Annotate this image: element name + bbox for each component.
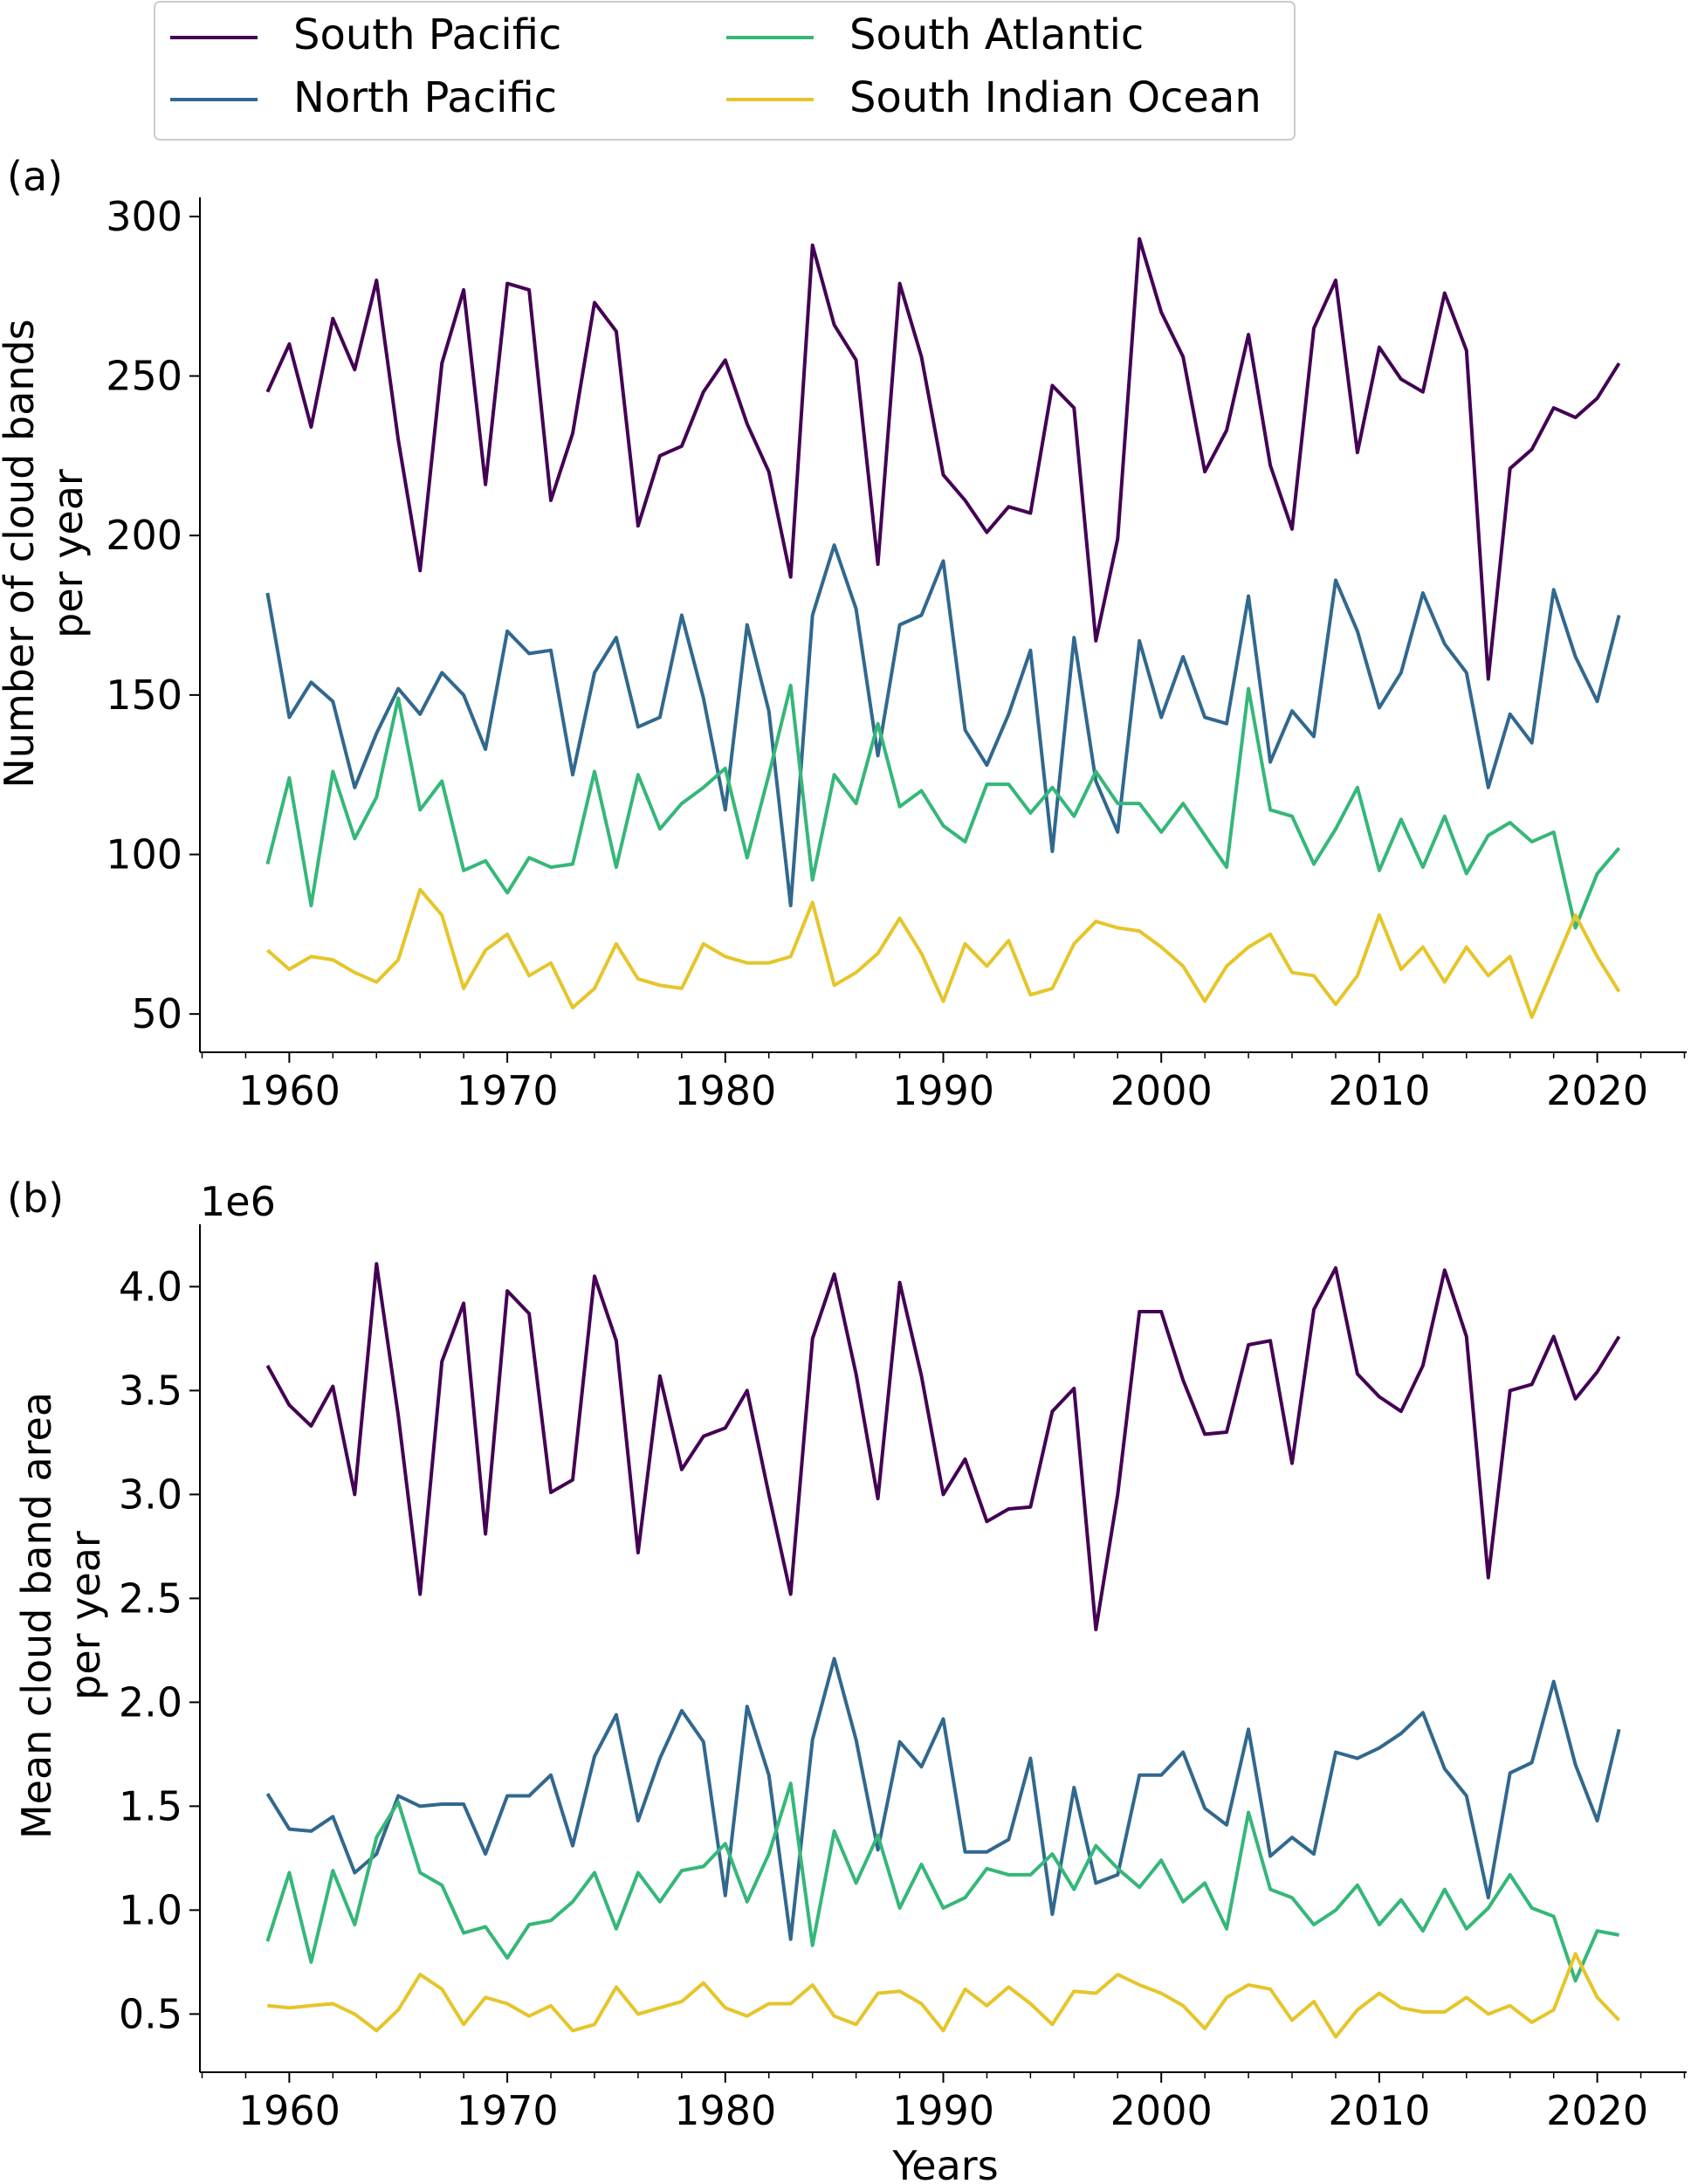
- panel-a-y-axis-label-line-1: Number of cloud bands: [0, 319, 43, 788]
- legend-label-south-indian-ocean: South Indian Ocean: [849, 73, 1261, 122]
- panel-b-series-north-pacific: [265, 1657, 1621, 1941]
- panel-a-series: [265, 237, 1621, 1019]
- panel-b-offset-text: 1e6: [200, 1178, 276, 1225]
- panel-b-y-axis-label-line-2: per year: [62, 1531, 109, 1700]
- panel-b-x-tick-label-1970: 1970: [457, 2087, 559, 2134]
- panel-a-y-tick-label: 150: [106, 672, 182, 719]
- panel-a-x-tick-label-1980: 1980: [674, 1067, 776, 1114]
- panel-b-x-tick-label-1980: 1980: [674, 2087, 776, 2134]
- panel-b-ticks: 1960 1970 1980 1990 2000 2010 2020 0.5 1.0 1.5 2.0…: [119, 1263, 1686, 2134]
- legend-label-north-pacific: North Pacific: [293, 73, 557, 122]
- panel-a-ticks: 1960 1970 1980 1990 2000 2010 2020 50 100 150 200 2…: [106, 193, 1686, 1114]
- panel-b-y-tick-label: 2.0: [119, 1678, 182, 1726]
- panel-a-count-chart: (a) Number of cloud bands per year 1960 1…: [0, 153, 1687, 1114]
- panel-b-x-tick-label-1990: 1990: [892, 2087, 994, 2134]
- legend-label-south-pacific: South Pacific: [293, 10, 561, 59]
- panel-b-x-axis-label: Years: [891, 2142, 998, 2184]
- panel-a-x-tick-label-1970: 1970: [457, 1067, 559, 1114]
- legend: South Pacific North Pacific South Atlant…: [154, 1, 1296, 141]
- panel-a-x-tick-label-1960: 1960: [238, 1067, 340, 1114]
- panel-a-series-south-atlantic: [265, 683, 1621, 930]
- panel-a-x-tick-label-2020: 2020: [1546, 1067, 1648, 1114]
- legend-label-south-atlantic: South Atlantic: [849, 10, 1144, 59]
- panel-b-x-tick-label-2000: 2000: [1110, 2087, 1213, 2134]
- panel-b-y-tick-label: 3.0: [119, 1471, 182, 1518]
- panel-a-y-tick-label: 50: [131, 990, 182, 1037]
- panel-a-y-tick-label: 250: [106, 353, 182, 400]
- panel-b-area-chart: (b) 1e6 Mean cloud band area per year 19…: [7, 1175, 1687, 2184]
- panel-b-series-south-atlantic: [265, 1781, 1619, 1983]
- panel-b-series-south-pacific: [265, 1262, 1621, 1632]
- panel-a-x-tick-label-1990: 1990: [892, 1067, 994, 1114]
- panel-b-y-tick-label: 1.5: [119, 1782, 182, 1829]
- panel-a-series-north-pacific: [265, 543, 1621, 907]
- panel-a-label: (a): [7, 153, 63, 200]
- panel-b-label: (b): [7, 1175, 64, 1222]
- panel-a-x-tick-label-2010: 2010: [1328, 1067, 1430, 1114]
- panel-b-series: [265, 1262, 1621, 2039]
- panel-a-x-tick-label-2000: 2000: [1110, 1067, 1213, 1114]
- panel-a-series-south-indian-ocean: [266, 887, 1621, 1019]
- panel-a-y-tick-label: 200: [106, 512, 182, 559]
- panel-b-y-tick-label: 0.5: [119, 1990, 182, 2037]
- panel-a-series-south-pacific: [265, 237, 1621, 681]
- panel-a-y-axis-label-line-2: per year: [45, 469, 92, 638]
- panel-b-series-south-indian-ocean: [267, 1952, 1621, 2039]
- panel-b-y-axis-label-line-1: Mean cloud band area: [13, 1392, 60, 1839]
- panel-b-x-tick-label-2010: 2010: [1328, 2087, 1430, 2134]
- panel-b-y-tick-label: 1.0: [119, 1886, 182, 1933]
- panel-b-y-tick-label: 3.5: [119, 1367, 182, 1414]
- panel-b-x-tick-label-1960: 1960: [238, 2087, 340, 2134]
- panel-b-y-tick-label: 2.5: [119, 1574, 182, 1622]
- panel-b-x-tick-label-2020: 2020: [1546, 2087, 1648, 2134]
- panel-a-y-tick-label: 300: [106, 193, 182, 240]
- panel-a-y-axis-label: Number of cloud bands per year: [0, 319, 92, 788]
- panel-a-y-tick-label: 100: [106, 831, 182, 878]
- legend-frame: [154, 1, 1296, 141]
- panel-b-y-tick-label: 4.0: [119, 1263, 182, 1310]
- panel-b-y-axis-label: Mean cloud band area per year: [13, 1392, 109, 1839]
